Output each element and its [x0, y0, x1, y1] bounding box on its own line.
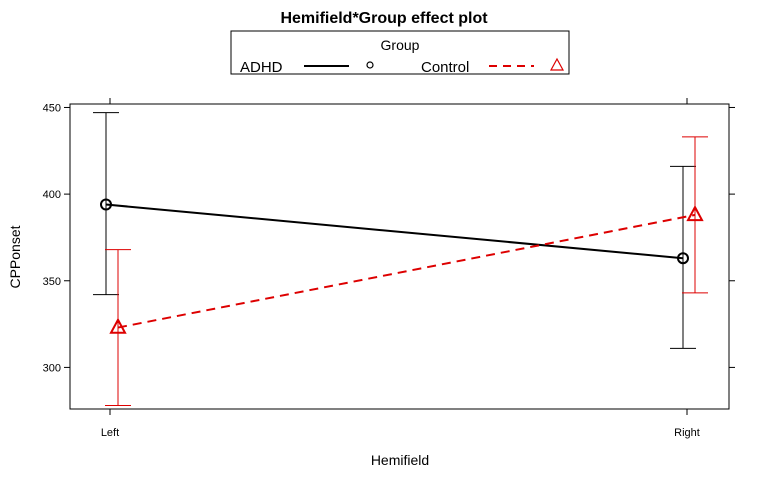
y-tick-label: 400: [43, 189, 61, 201]
y-axis-label: CPPonset: [7, 225, 23, 288]
data-point-adhd: [677, 252, 689, 265]
y-tick-label: 350: [43, 276, 61, 288]
series-line-control: [117, 213, 696, 329]
legend-marker-adhd: [366, 61, 374, 69]
data-point-control: [109, 317, 127, 334]
legend: Group ADHD Control: [230, 30, 570, 76]
x-tick-label: Right: [674, 427, 700, 439]
legend-marker-control: [549, 57, 565, 71]
plot-frame: [69, 103, 730, 410]
x-tick-label: Left: [101, 427, 119, 439]
legend-title: Group: [381, 37, 420, 53]
data-point-control: [686, 204, 704, 222]
legend-label-adhd: ADHD: [240, 59, 283, 76]
series-line-adhd: [105, 203, 684, 260]
plot-area: 300 350 400 450 Left Right: [43, 98, 735, 439]
x-axis-label: Hemifield: [371, 452, 429, 468]
data-point-adhd: [100, 198, 112, 211]
legend-label-control: Control: [421, 59, 469, 76]
y-tick-label: 300: [43, 362, 61, 374]
legend-box: [230, 30, 570, 75]
chart-title: Hemifield*Group effect plot: [280, 10, 488, 27]
y-tick-label: 450: [43, 102, 61, 114]
